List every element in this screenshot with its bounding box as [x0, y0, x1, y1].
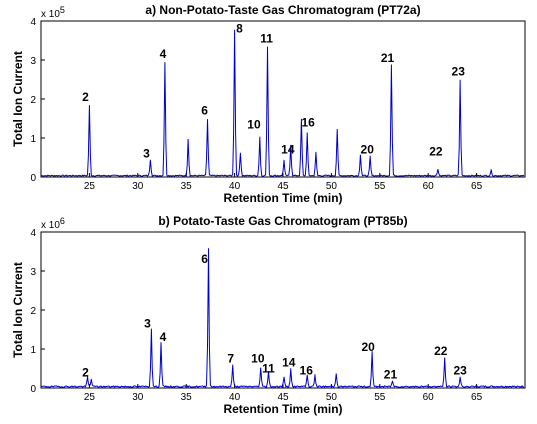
peak-label-20: 20 — [361, 143, 375, 157]
peak-label-14: 14 — [282, 356, 296, 370]
peak-label-23: 23 — [453, 363, 467, 377]
x-tick-label: 40 — [229, 392, 241, 403]
peak-label-2: 2 — [82, 365, 89, 379]
peak-label-4: 4 — [160, 47, 167, 61]
y-tick-label: 4 — [30, 228, 36, 239]
x-tick-label: 25 — [84, 181, 96, 192]
x-tick-label: 50 — [326, 181, 338, 192]
y-tick-label: 0 — [30, 173, 36, 184]
peak-label-21: 21 — [384, 367, 398, 381]
y-tick-label: 3 — [30, 267, 36, 278]
peak-label-10: 10 — [247, 117, 261, 131]
peak-label-23: 23 — [452, 65, 466, 79]
x-tick-label: 30 — [132, 392, 144, 403]
peak-label-22: 22 — [434, 344, 448, 358]
peak-label-20: 20 — [362, 340, 376, 354]
x-tick-label: 40 — [229, 181, 241, 192]
x-tick-label: 35 — [181, 392, 193, 403]
x-tick-label: 65 — [471, 392, 483, 403]
peak-label-11: 11 — [262, 361, 275, 375]
y-tick-label: 3 — [30, 56, 36, 67]
peak-label-22: 22 — [429, 145, 443, 159]
x-tick-label: 55 — [374, 392, 386, 403]
peak-label-14: 14 — [281, 143, 295, 157]
y-tick-label: 2 — [30, 95, 36, 106]
x-tick-label: 30 — [132, 181, 144, 192]
x-tick-label: 55 — [374, 181, 386, 192]
x-tick-label: 45 — [277, 181, 289, 192]
series-line-b — [40, 248, 524, 389]
peak-label-6: 6 — [201, 104, 208, 118]
peak-label-16: 16 — [301, 115, 315, 129]
plot-area-a — [40, 20, 526, 178]
peak-label-11: 11 — [260, 31, 273, 45]
x-tick-label: 60 — [423, 392, 435, 403]
peak-label-10: 10 — [251, 352, 265, 366]
peak-label-8: 8 — [236, 22, 243, 36]
peak-label-3: 3 — [143, 147, 150, 161]
x-tick-label: 65 — [471, 181, 483, 192]
x-tick-label: 35 — [181, 181, 193, 192]
chart-title-a: a) Non-Potato-Taste Gas Chromatogram (PT… — [145, 3, 420, 17]
x-tick-label: 60 — [423, 181, 435, 192]
peak-label-2: 2 — [82, 90, 89, 104]
y-exponent-a: x 105 — [41, 5, 65, 20]
peak-label-3: 3 — [144, 317, 151, 331]
y-tick-label: 1 — [30, 134, 36, 145]
x-tick-label: 50 — [326, 392, 338, 403]
chromatogram-panel-b: b) Potato-Taste Gas Chromatogram (PT85b)… — [11, 214, 526, 416]
y-tick-label: 4 — [30, 17, 36, 28]
y-exponent-b: x 106 — [41, 216, 65, 231]
x-tick-label: 25 — [84, 392, 96, 403]
x-tick-label: 45 — [277, 392, 289, 403]
series-line-a — [41, 29, 525, 178]
chart-title-b: b) Potato-Taste Gas Chromatogram (PT85b) — [158, 214, 407, 228]
peak-label-16: 16 — [300, 363, 314, 377]
x-axis-label-b: Retention Time (min) — [223, 402, 342, 416]
y-tick-label: 1 — [30, 345, 36, 356]
y-axis-label-a: Total Ion Current — [11, 51, 25, 147]
peak-label-6: 6 — [201, 252, 208, 266]
y-tick-label: 0 — [30, 384, 36, 395]
x-axis-label-a: Retention Time (min) — [223, 191, 342, 205]
peak-label-21: 21 — [381, 51, 395, 65]
peak-label-7: 7 — [227, 352, 234, 366]
chromatogram-panel-a: a) Non-Potato-Taste Gas Chromatogram (PT… — [11, 3, 526, 205]
y-tick-label: 2 — [30, 306, 36, 317]
peak-label-4: 4 — [160, 330, 167, 344]
y-axis-label-b: Total Ion Current — [11, 262, 25, 358]
